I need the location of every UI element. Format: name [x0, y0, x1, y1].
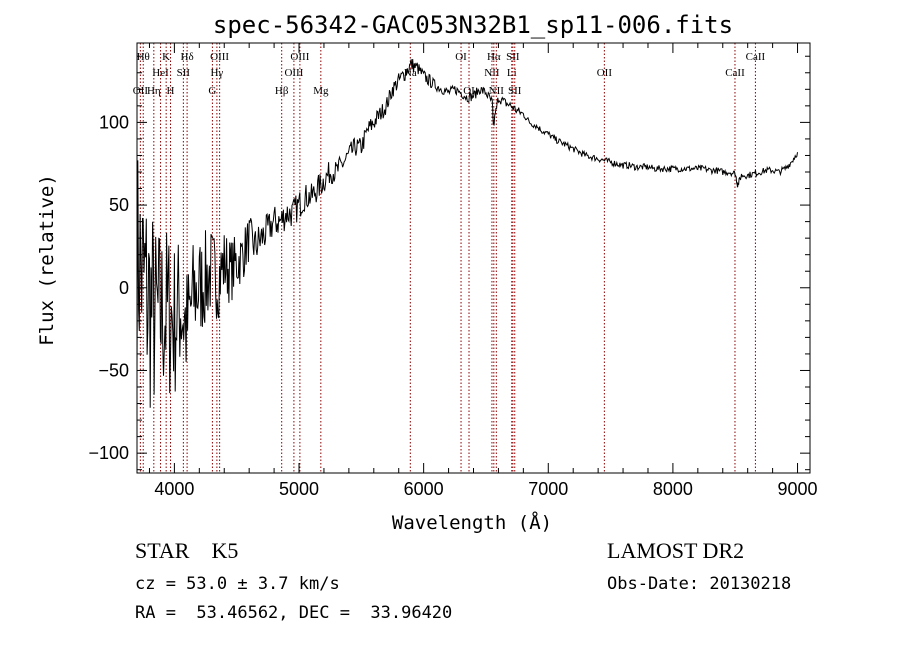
spectral-line-label: Hβ	[275, 85, 289, 97]
spectral-line-label: CaII	[746, 51, 766, 63]
survey-name: LAMOST DR2	[607, 538, 745, 563]
coordinates-readout: RA = 53.46562, DEC = 33.96420	[135, 603, 453, 623]
redshift-readout: cz = 53.0 ± 3.7 km/s	[135, 574, 340, 594]
spectral-line-label: NII	[489, 85, 505, 97]
y-tick-label: 50	[109, 195, 129, 215]
spectral-line-label: SII	[506, 51, 520, 63]
spectral-line-label: K	[162, 51, 170, 63]
observation-date: Obs-Date: 20130218	[607, 574, 792, 594]
spectral-line-label: Mg	[313, 85, 329, 97]
x-tick-label: 6000	[404, 479, 444, 499]
spectral-line-label: OI	[463, 85, 475, 97]
spectral-line-label: Hη	[147, 85, 161, 97]
x-axis-label: Wavelength (Å)	[392, 511, 552, 534]
x-tick-label: 8000	[653, 479, 693, 499]
spectrum-line-0	[136, 58, 798, 408]
spectral-line-label: G	[208, 85, 216, 97]
object-classification: STAR K5	[135, 538, 239, 563]
plot-frame	[136, 42, 811, 474]
spectral-line-label: Hθ	[137, 51, 150, 63]
spectral-line-label: OIII	[290, 51, 309, 63]
spectral-line-label: CaII	[725, 67, 745, 79]
x-tick-label: 9000	[778, 479, 818, 499]
y-tick-label: −50	[98, 360, 129, 380]
x-tick-label: 5000	[279, 479, 319, 499]
spectral-line-label: OI	[455, 51, 467, 63]
spectral-line-label: NII	[484, 67, 500, 79]
spectral-line-label: OIII	[284, 67, 303, 79]
x-tick-label: 4000	[154, 479, 194, 499]
spectral-line-label: H	[167, 85, 175, 97]
spectral-line-label: Hδ	[181, 51, 194, 63]
spectral-line-label: Hγ	[210, 67, 223, 79]
spectral-line-label: OIII	[210, 51, 229, 63]
spectral-line-label: Hα	[487, 51, 501, 63]
x-tick-label: 7000	[528, 479, 568, 499]
spectral-line-label: SII	[508, 85, 522, 97]
spectral-line-label: HeI	[152, 67, 169, 79]
y-tick-label: 100	[99, 112, 129, 132]
spectrum-series	[136, 58, 798, 408]
chart-title: spec-56342-GAC053N32B1_sp11-006.fits	[213, 11, 733, 39]
spectral-line-label: SII	[177, 67, 191, 79]
spectral-line-label: OII	[597, 67, 613, 79]
spectral-line-label: Li	[507, 67, 517, 79]
plot-axes: 4000 5000 6000 7000 8000 9000 −100 −50 0 50 100	[88, 42, 818, 499]
y-tick-label: 0	[119, 278, 129, 298]
spectral-line-markers: OIIHθHηHeIKHSIIHδGHγOIIIHβOIIIOIIIMgNaOI…	[133, 43, 766, 473]
y-axis-label: Flux (relative)	[36, 174, 58, 346]
y-tick-label: −100	[88, 443, 129, 463]
